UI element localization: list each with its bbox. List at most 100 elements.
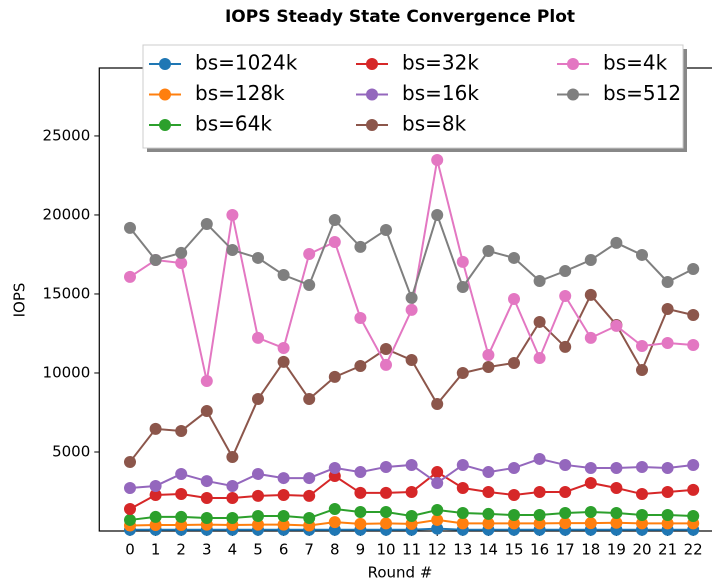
legend-marker [159, 88, 171, 101]
x-tick-label: 9 [356, 541, 366, 559]
data-point [559, 340, 572, 353]
data-point [687, 308, 700, 321]
chart-title: IOPS Steady State Convergence Plot [225, 7, 575, 27]
data-point [354, 517, 367, 530]
data-point [636, 248, 648, 261]
data-point [482, 244, 495, 257]
data-point [303, 489, 316, 502]
data-point [149, 253, 162, 266]
data-point [405, 485, 418, 498]
data-point [380, 517, 392, 530]
x-tick-label: 21 [658, 541, 677, 559]
data-point [431, 397, 444, 410]
x-tick-label: 0 [125, 541, 135, 559]
legend-marker [567, 88, 579, 101]
data-point [431, 153, 444, 166]
data-point [226, 208, 239, 221]
data-point [175, 424, 188, 437]
data-point [533, 509, 546, 522]
data-point [175, 256, 188, 269]
series-line [129, 293, 694, 463]
legend-marker [366, 58, 378, 70]
data-point [200, 375, 213, 388]
x-tick-label: 1 [151, 541, 161, 559]
data-point [584, 476, 597, 489]
x-tick-label: 18 [581, 541, 600, 559]
data-point [636, 461, 648, 474]
data-point [226, 512, 239, 525]
data-point [328, 461, 341, 474]
x-tick-label: 14 [479, 541, 498, 559]
data-point [661, 302, 674, 315]
data-point [252, 509, 264, 522]
data-point [661, 517, 674, 530]
data-point [636, 339, 648, 352]
data-point [482, 485, 495, 498]
data-point [636, 363, 648, 376]
data-point [456, 517, 469, 530]
data-point [175, 510, 188, 523]
legend-label: bs=64k [195, 112, 272, 136]
data-point [354, 240, 367, 253]
data-point [252, 331, 264, 344]
data-point [226, 244, 239, 257]
data-point [687, 339, 700, 352]
x-tick-label: 7 [304, 541, 314, 559]
y-tick-label: 25000 [43, 126, 91, 144]
data-point [687, 458, 700, 471]
data-point [610, 506, 623, 519]
data-point [456, 482, 469, 495]
data-point [405, 458, 418, 471]
data-point [252, 467, 264, 480]
data-point [687, 263, 700, 276]
data-point [226, 479, 239, 492]
data-point [431, 476, 444, 489]
x-tick-label: 22 [684, 541, 703, 559]
data-point [175, 488, 188, 501]
data-point [226, 491, 239, 504]
data-point [508, 509, 520, 522]
data-point [508, 461, 520, 474]
data-point [661, 336, 674, 349]
data-point [610, 319, 623, 332]
data-point [661, 509, 674, 522]
data-point [354, 506, 367, 519]
data-point [354, 360, 367, 373]
x-tick-label: 6 [279, 541, 289, 559]
data-point [559, 506, 572, 519]
data-point [559, 458, 572, 471]
data-point [354, 486, 367, 499]
data-point [277, 472, 290, 485]
data-point [508, 357, 520, 370]
data-point [277, 355, 290, 368]
data-point [405, 354, 418, 367]
data-point [328, 370, 341, 383]
data-point [328, 214, 341, 227]
x-tick-label: 3 [202, 541, 212, 559]
data-point [149, 422, 162, 435]
x-tick-label: 15 [504, 541, 523, 559]
y-axis-label: IOPS [11, 283, 29, 318]
x-tick-label: 16 [530, 541, 549, 559]
data-point [533, 517, 546, 530]
legend-marker [159, 119, 171, 131]
legend-label: bs=1024k [195, 51, 298, 75]
data-point [584, 288, 597, 301]
legend-label: bs=128k [195, 81, 285, 105]
series-line [129, 211, 694, 302]
data-point [175, 467, 188, 480]
x-tick-label: 12 [428, 541, 447, 559]
data-point [584, 506, 597, 519]
series-line [129, 159, 694, 382]
data-point [508, 293, 520, 306]
data-point [533, 315, 546, 328]
data-point [559, 290, 572, 303]
y-tick-label: 15000 [43, 284, 91, 302]
data-point [277, 342, 290, 355]
legend-marker [159, 58, 171, 70]
data-point [252, 393, 264, 406]
legend: bs=1024k bs=128k bs=64k bs=32k bs=16k bs=8k bs… [142, 44, 684, 149]
legend-label: bs=4k [603, 51, 668, 75]
data-point [277, 518, 290, 531]
data-point [584, 517, 597, 530]
